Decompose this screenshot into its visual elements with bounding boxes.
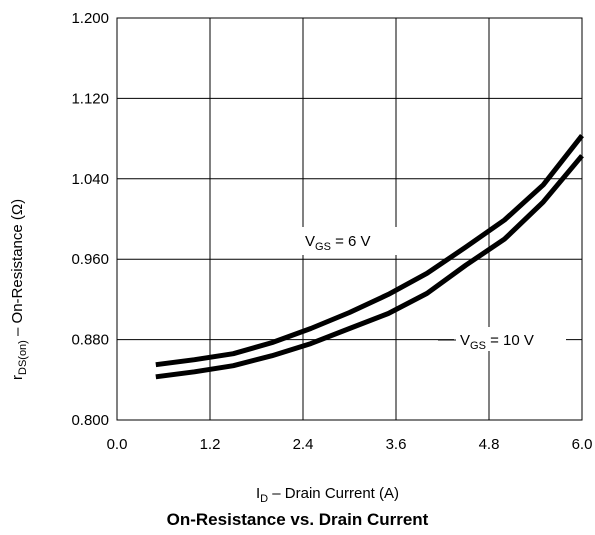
x-axis-title-main: I xyxy=(256,485,260,502)
series-label-vgs-10v-main: V xyxy=(460,332,470,349)
grid-lines xyxy=(117,18,582,420)
series-label-vgs-6v-rest: = 6 V xyxy=(331,233,371,250)
series-lines xyxy=(155,134,584,380)
x-tick-label: 0.0 xyxy=(107,436,128,453)
y-tick-label: 1.120 xyxy=(71,90,109,107)
series-label-vgs-6v: VGS = 6 V xyxy=(305,233,371,253)
series-label-vgs-10v: VGS = 10 V xyxy=(460,332,534,352)
series-line-vgs-6v xyxy=(155,134,584,368)
y-axis-title-main: r xyxy=(9,375,26,380)
x-tick-label: 6.0 xyxy=(572,436,593,453)
series-label-vgs-10v-rest: = 10 V xyxy=(486,332,534,349)
series-label-vgs-10v-sub: GS xyxy=(470,340,486,352)
y-axis-title: rDS(on) – On-Resistance (Ω) xyxy=(9,199,29,380)
y-tick-label: 0.800 xyxy=(71,412,109,429)
x-tick-labels: 0.0 1.2 2.4 3.6 4.8 6.0 xyxy=(107,436,593,453)
y-axis-title-rest: – On-Resistance (Ω) xyxy=(9,199,26,340)
x-axis-title: ID – Drain Current (A) xyxy=(256,485,399,505)
y-tick-label: 0.960 xyxy=(71,251,109,268)
y-tick-label: 1.040 xyxy=(71,171,109,188)
x-axis-title-rest: – Drain Current (A) xyxy=(268,485,399,502)
series-line-vgs-10v xyxy=(155,154,584,380)
y-tick-label: 0.880 xyxy=(71,332,109,349)
x-tick-label: 2.4 xyxy=(293,436,314,453)
series-label-vgs-6v-main: V xyxy=(305,233,315,250)
plot-frame xyxy=(116,17,583,421)
y-tick-labels: 0.800 0.880 0.960 1.040 1.120 1.200 xyxy=(71,10,109,429)
x-tick-label: 4.8 xyxy=(479,436,500,453)
chart-title: On-Resistance vs. Drain Current xyxy=(166,510,429,529)
x-tick-label: 1.2 xyxy=(200,436,221,453)
x-axis-title-sub: D xyxy=(260,493,268,505)
series-label-vgs-6v-sub: GS xyxy=(315,241,331,253)
y-tick-label: 1.200 xyxy=(71,10,109,27)
y-axis-title-sub: DS(on) xyxy=(17,340,29,375)
series-labels: VGS = 6 V VGS = 10 V xyxy=(300,227,566,352)
x-tick-label: 3.6 xyxy=(386,436,407,453)
